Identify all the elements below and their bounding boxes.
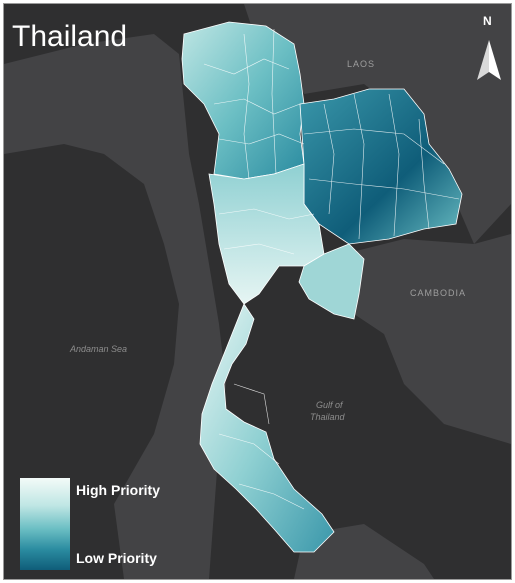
gulf-label-line2: Thailand: [310, 412, 345, 422]
malaysia-landmass: [294, 524, 434, 579]
north-label: N: [483, 14, 492, 28]
north-arrow-icon: [477, 40, 501, 80]
southern-peninsula: [199, 303, 335, 553]
map-frame: Thailand LAOS CAMBODIA Andaman Sea Gulf …: [3, 3, 512, 580]
cambodia-landmass: [344, 234, 511, 444]
cambodia-label: CAMBODIA: [410, 288, 467, 298]
myanmar-landmass: [4, 34, 226, 579]
gulf-label-line1: Gulf of: [316, 400, 343, 410]
north-arrow: N: [474, 14, 504, 84]
laos-landmass: [244, 4, 511, 244]
map-canvas: [4, 4, 511, 579]
province-boundaries: [203, 28, 460, 510]
legend-low-label: Low Priority: [76, 550, 157, 566]
eastern-region: [298, 243, 365, 320]
andaman-sea-label: Andaman Sea: [70, 344, 128, 354]
legend-color-ramp: [20, 478, 70, 570]
laos-label: LAOS: [347, 59, 376, 69]
legend-high-label: High Priority: [76, 482, 161, 498]
northern-region: [181, 21, 305, 180]
map-title: Thailand: [12, 20, 128, 53]
